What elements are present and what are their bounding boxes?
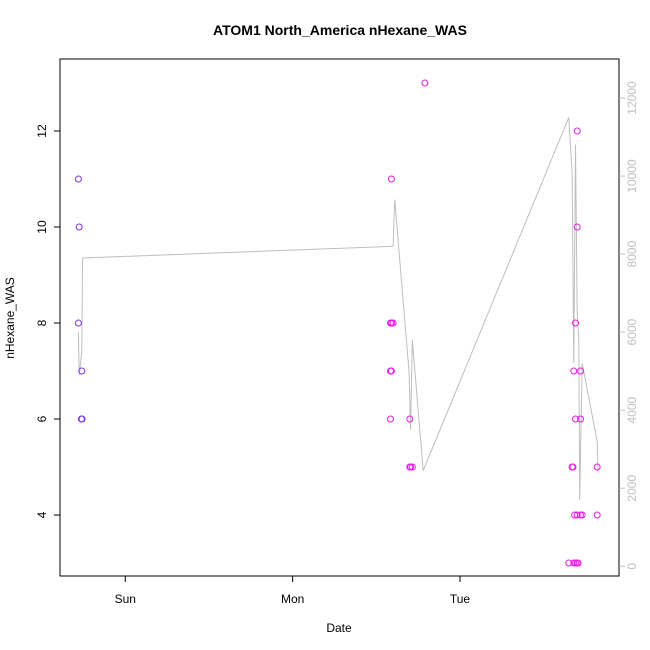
- point-series: [74, 79, 601, 567]
- y-axis-ticks: 4 6 8 10 12: [35, 124, 60, 518]
- data-point: [577, 367, 584, 375]
- right-tick-label: 4000: [625, 396, 639, 423]
- data-point: [565, 559, 573, 567]
- data-point: [387, 415, 394, 423]
- data-point: [387, 175, 395, 183]
- y-tick-label: 4: [35, 511, 49, 518]
- data-point: [574, 559, 582, 567]
- data-point: [74, 319, 82, 327]
- y-tick-label: 10: [35, 220, 49, 234]
- data-point: [406, 415, 414, 423]
- data-point: [572, 319, 579, 327]
- data-point: [389, 319, 397, 327]
- y-axis-label: nHexane_WAS: [3, 277, 17, 359]
- data-point: [577, 415, 584, 423]
- secondary-line-series: [77, 117, 599, 500]
- y-tick-label: 6: [35, 415, 49, 422]
- right-tick-label: 10000: [625, 159, 639, 193]
- x-axis-ticks: Sun Mon Tue: [115, 576, 471, 606]
- data-point: [78, 415, 86, 423]
- right-tick-label: 2000: [625, 475, 639, 502]
- right-tick-label: 8000: [625, 240, 639, 267]
- x-axis-label: Date: [326, 621, 352, 635]
- series-line: [77, 117, 599, 500]
- plot-area-frame: [59, 58, 620, 577]
- data-point: [572, 415, 579, 423]
- data-point: [569, 463, 577, 471]
- data-point: [75, 223, 83, 231]
- right-axis-ticks: 0 2000 4000 6000 8000 10000 12000: [619, 81, 639, 570]
- data-point: [573, 511, 581, 519]
- right-tick-label: 0: [625, 563, 639, 570]
- data-point: [78, 367, 86, 375]
- y-tick-label: 12: [35, 124, 49, 138]
- data-point: [570, 367, 578, 375]
- right-tick-label: 6000: [625, 318, 639, 345]
- x-tick-label: Tue: [450, 592, 471, 606]
- data-point: [408, 463, 416, 471]
- right-tick-label: 12000: [625, 81, 639, 115]
- data-point: [573, 223, 581, 231]
- data-point: [421, 79, 429, 87]
- x-tick-label: Mon: [281, 592, 304, 606]
- data-point: [573, 127, 581, 135]
- data-point: [593, 463, 601, 471]
- x-tick-label: Sun: [115, 592, 136, 606]
- y-tick-label: 8: [35, 319, 49, 326]
- chart-title: ATOM1 North_America nHexane_WAS: [213, 22, 467, 38]
- data-point: [74, 175, 82, 183]
- data-point: [387, 367, 395, 375]
- data-point: [593, 511, 601, 519]
- data-point: [578, 511, 586, 519]
